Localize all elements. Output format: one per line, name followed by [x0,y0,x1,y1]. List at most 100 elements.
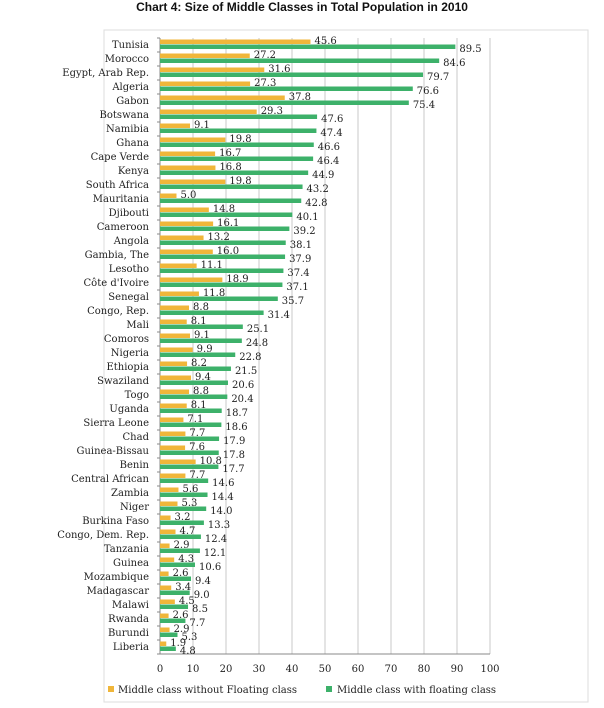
y-tick-label: Lesotho [109,264,149,275]
data-label-without-floating: 13.2 [208,232,230,243]
y-tick-label: Liberia [113,642,149,653]
y-tick-label: Malawi [112,600,149,611]
bar-with-floating [160,478,209,483]
y-tick-label: Uganda [109,404,149,415]
data-label-without-floating: 18.9 [226,274,248,285]
data-label-with-floating: 89.5 [459,44,481,55]
bar-with-floating [160,618,186,623]
bar-without-floating [160,613,169,618]
data-label-with-floating: 39.2 [293,226,315,237]
bar-with-floating [160,226,290,231]
data-label-without-floating: 31.6 [268,64,290,75]
bar-with-floating [160,408,222,413]
y-tick-label: Kenya [118,166,149,177]
bar-without-floating [160,501,178,506]
bar-without-floating [160,445,186,450]
y-tick-label: Djibouti [109,208,149,219]
data-label-without-floating: 7.7 [189,470,205,481]
data-label-without-floating: 37.8 [289,92,311,103]
bar-without-floating [160,137,226,142]
bar-without-floating [160,39,311,44]
bar-with-floating [160,492,208,497]
data-label-with-floating: 8.5 [192,604,208,615]
data-label-with-floating: 20.6 [232,380,254,391]
y-tick-label: Central African [71,474,149,485]
data-label-with-floating: 43.2 [307,184,329,195]
bar-with-floating [160,366,231,371]
bar-with-floating [160,520,204,525]
bar-with-floating [160,114,318,119]
data-label-without-floating: 8.8 [193,302,209,313]
data-label-with-floating: 14.4 [212,492,234,503]
data-label-without-floating: 5.0 [181,190,197,201]
data-label-without-floating: 4.7 [180,526,196,537]
data-label-without-floating: 9.4 [195,372,211,383]
legend-label-without-floating: Middle class without Floating class [118,685,297,696]
bar-with-floating [160,632,178,637]
data-label-without-floating: 14.8 [213,204,235,215]
bar-with-floating [160,380,228,385]
data-label-without-floating: 16.0 [217,246,239,257]
y-tick-label: Gabon [116,96,149,107]
data-label-with-floating: 76.6 [417,86,439,97]
bar-with-floating [160,100,409,105]
bar-without-floating [160,627,170,632]
x-tick-label: 90 [451,664,464,675]
data-label-with-floating: 14.6 [212,478,234,489]
bar-without-floating [160,179,226,184]
y-tick-label: Congo, Dem. Rep. [57,530,149,541]
bar-without-floating [160,403,187,408]
y-tick-label: Gambia, The [85,250,149,261]
y-tick-label: Chad [123,432,150,443]
data-label-without-floating: 27.2 [254,50,276,61]
data-label-with-floating: 44.9 [312,170,334,181]
chart-frame [103,29,589,703]
y-tick-label: South Africa [86,180,149,191]
data-label-without-floating: 2.9 [174,540,190,551]
y-tick-label: Algeria [111,82,149,93]
data-label-with-floating: 38.1 [290,240,312,251]
data-label-without-floating: 7.7 [189,428,205,439]
bar-without-floating [160,81,251,86]
data-label-without-floating: 9.1 [194,120,210,131]
bar-with-floating [160,58,440,63]
bar-with-floating [160,338,242,343]
data-label-without-floating: 3.2 [175,512,191,523]
bar-without-floating [160,473,186,478]
bar-with-floating [160,44,456,49]
bar-with-floating [160,156,314,161]
y-tick-label: Nigeria [111,348,149,359]
bar-with-floating [160,296,278,301]
bar-without-floating [160,305,190,310]
bar-with-floating [160,576,192,581]
y-tick-label: Comoros [104,334,149,345]
bar-without-floating [160,109,257,114]
data-label-without-floating: 16.1 [217,218,239,229]
bar-without-floating [160,389,190,394]
bar-with-floating [160,548,200,553]
data-label-without-floating: 5.3 [181,498,197,509]
bar-without-floating [160,151,216,156]
y-tick-label: Niger [120,502,149,513]
data-label-without-floating: 19.8 [229,176,251,187]
data-label-with-floating: 46.6 [318,142,340,153]
y-tick-label: Ghana [116,138,149,149]
bar-without-floating [160,319,187,324]
x-tick-label: 20 [220,664,233,675]
bar-without-floating [160,333,191,338]
bar-with-floating [160,310,264,315]
data-label-with-floating: 46.4 [317,156,339,167]
x-tick-label: 10 [187,664,200,675]
y-tick-label: Ethiopia [106,362,149,373]
bar-with-floating [160,170,309,175]
data-label-with-floating: 18.6 [225,422,247,433]
y-tick-label: Botswana [100,110,149,121]
bar-with-floating [160,590,190,595]
bar-with-floating [160,128,317,133]
bar-without-floating [160,67,265,72]
data-label-with-floating: 12.1 [204,548,226,559]
data-label-without-floating: 45.6 [314,36,336,47]
x-tick-label: 30 [253,664,266,675]
data-label-with-floating: 24.8 [246,338,268,349]
